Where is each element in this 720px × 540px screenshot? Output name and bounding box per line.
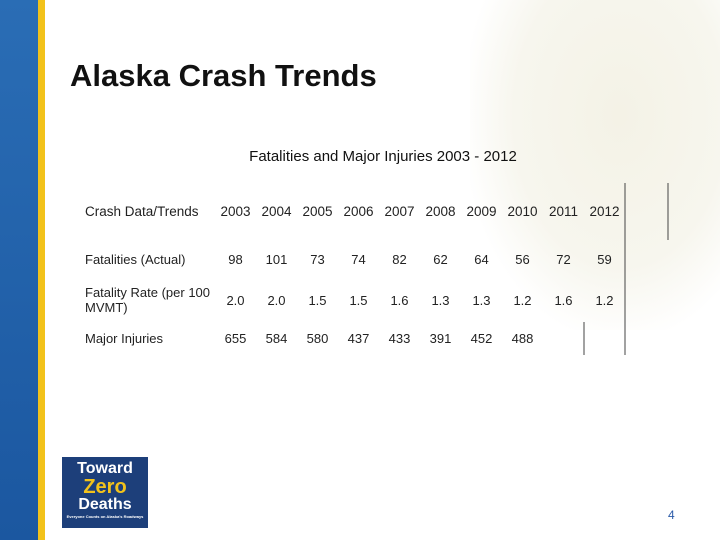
table-cell: 2003 <box>220 204 251 219</box>
table-row: Crash Data/Trends 2003 2004 2005 2006 2007 200… <box>85 183 625 240</box>
table-cell: 1.5 <box>349 292 368 308</box>
table-cell: 73 <box>310 251 325 267</box>
table-row: Major Injuries 655 584 580 437 433 391 452 488 <box>85 322 625 355</box>
table-cell: Fatalities (Actual) <box>85 251 186 267</box>
title: Alaska Crash Trends <box>70 58 377 93</box>
table-cell: Crash Data/Trends <box>85 204 199 219</box>
table-cell: 62 <box>433 251 448 267</box>
table-cell: 1.2 <box>595 292 614 308</box>
table-cell: 2008 <box>425 204 456 219</box>
table-cell: 2.0 <box>267 292 286 308</box>
table-cell: 1.6 <box>390 292 409 308</box>
table-cell: 488 <box>511 331 534 346</box>
table-cell: 72 <box>556 251 571 267</box>
table-row: Fatality Rate (per 100 MVMT) 2.0 2.0 1.5 1.5… <box>85 278 625 322</box>
map-background <box>470 0 720 330</box>
table-cell: 74 <box>351 251 366 267</box>
table-cell: 437 <box>347 331 370 346</box>
table-cell: 655 <box>224 331 247 346</box>
table-cell: 1.3 <box>472 292 491 308</box>
side-stripe <box>38 0 45 540</box>
table-cell: Major Injuries <box>85 331 164 346</box>
table-cell: 580 <box>306 331 329 346</box>
table-cell: 1.6 <box>554 292 573 308</box>
table-cell: 101 <box>265 251 288 267</box>
logo: Toward Zero Deaths Everyone Counts on Al… <box>62 457 148 528</box>
subtitle: Fatalities and Major Injuries 2003 - 201… <box>249 148 517 165</box>
table-cell: 2011 <box>548 204 579 219</box>
table-cell: 98 <box>228 251 243 267</box>
table-cell: 82 <box>392 251 407 267</box>
side-bar <box>0 0 38 540</box>
logo-text: Zero <box>83 476 127 498</box>
logo-text: Toward <box>77 460 133 477</box>
table-cell: 1.5 <box>308 292 327 308</box>
table-cell: 2004 <box>261 204 292 219</box>
table-row: Fatalities (Actual) 98 101 73 74 82 62 64 56 72 59 <box>85 240 625 278</box>
data-table: Crash Data/Trends 2003 2004 2005 2006 2007 200… <box>85 183 625 355</box>
logo-tagline: Everyone Counts on Alaska's Roadways <box>66 514 144 519</box>
table-cell: 2009 <box>466 204 497 219</box>
table-cell: 452 <box>470 331 493 346</box>
table-cell: 2005 <box>302 204 333 219</box>
table-cell: 1.3 <box>431 292 450 308</box>
table-cell: 2010 <box>507 204 538 219</box>
table-cell: 433 <box>388 331 411 346</box>
table-cell: 2006 <box>343 204 374 219</box>
table-cell: 2007 <box>384 204 415 219</box>
table-cell: 59 <box>597 251 612 267</box>
table-cell: 56 <box>515 251 530 267</box>
table-cell: Fatality Rate (per 100 MVMT) <box>85 285 211 315</box>
page-number: 4 <box>668 508 675 522</box>
table-cell: 584 <box>265 331 288 346</box>
table-cell: 64 <box>474 251 489 267</box>
table-cell: 1.2 <box>513 292 532 308</box>
table-cell: 2.0 <box>226 292 245 308</box>
table-cell: 2012 <box>589 204 620 219</box>
logo-text: Deaths <box>78 496 132 513</box>
table-cell: 391 <box>429 331 452 346</box>
